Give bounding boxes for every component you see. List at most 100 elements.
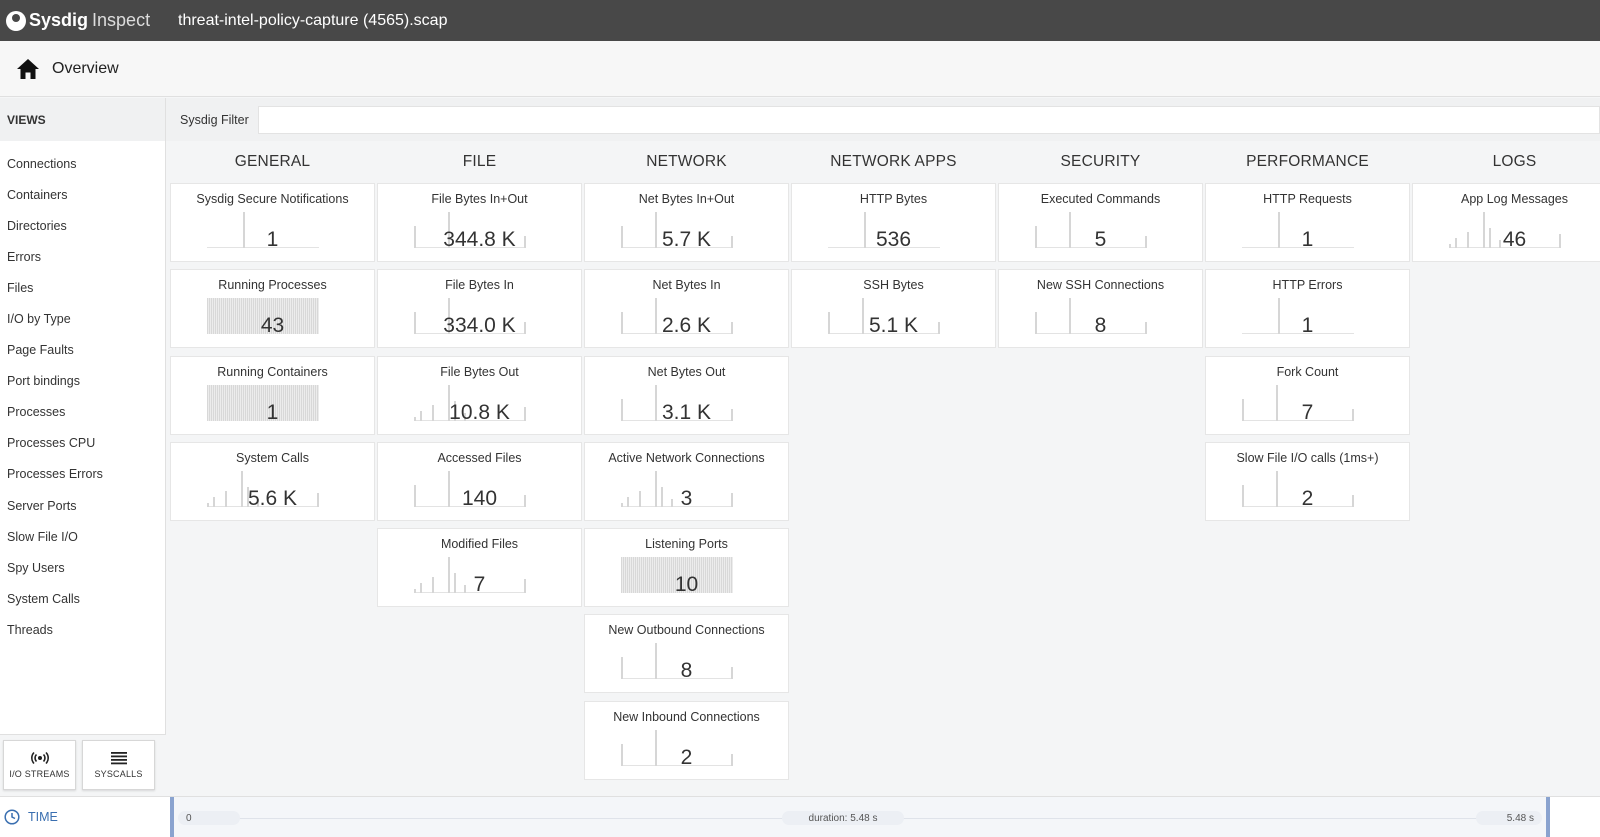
sidebar-item-directories[interactable]: Directories: [7, 218, 67, 233]
tile-executed-commands[interactable]: Executed Commands 5: [998, 183, 1203, 262]
filter-label: Sysdig Filter: [180, 112, 249, 127]
sidebar-item-containers[interactable]: Containers: [7, 187, 68, 202]
time-label[interactable]: TIME: [4, 809, 58, 825]
tile-running-processes[interactable]: Running Processes 43: [170, 269, 375, 349]
io-streams-button[interactable]: I/O STREAMS: [3, 740, 76, 790]
breadcrumb: Overview: [0, 41, 1600, 97]
tile-sysdig-secure-notifications[interactable]: Sysdig Secure Notifications 1: [170, 183, 375, 262]
sidebar-item-spy-users[interactable]: Spy Users: [7, 560, 65, 575]
sidebar-item-processes[interactable]: Processes: [7, 405, 66, 420]
tile-title: Net Bytes In+Out: [638, 192, 735, 206]
tile-accessed-files[interactable]: Accessed Files 140: [377, 441, 582, 521]
tile-value: 334.0 K: [443, 314, 516, 338]
tile-http-errors[interactable]: HTTP Errors 1: [1205, 269, 1410, 349]
tile-file-bytes-in-out[interactable]: File Bytes In+Out 344.8 K: [377, 183, 582, 262]
sparkline: [1242, 210, 1354, 248]
tile-net-bytes-in-out[interactable]: Net Bytes In+Out 5.7 K: [584, 183, 789, 262]
sparkline: [621, 728, 733, 766]
column-network: NETWORK Net Bytes In+Out 5.7 K Net Bytes In…: [584, 141, 789, 787]
tile-title: Running Containers: [217, 364, 328, 379]
tile-title: Executed Commands: [1040, 192, 1161, 206]
tile-new-outbound-connections[interactable]: New Outbound Connections 8: [584, 614, 789, 694]
tile-title: Active Network Connections: [608, 450, 765, 465]
sparkline: [828, 210, 940, 248]
sidebar-item-processes-cpu[interactable]: Processes CPU: [7, 436, 96, 451]
sidebar-item-processes-errors[interactable]: Processes Errors: [7, 467, 103, 482]
tile-title: HTTP Bytes: [859, 192, 928, 206]
column-heading: NETWORK APPS: [830, 153, 957, 170]
column-file: FILE File Bytes In+Out 344.8 K File Bytes I…: [377, 141, 582, 614]
syscalls-label: SYSCALLS: [94, 769, 143, 779]
sparkline: [414, 210, 526, 248]
top-bar: Sysdig Inspect threat-intel-policy-captu…: [0, 0, 1600, 41]
sparkline: [1242, 383, 1354, 421]
tile-http-requests[interactable]: HTTP Requests 1: [1205, 183, 1410, 262]
tile-app-log-messages[interactable]: App Log Messages 46: [1412, 183, 1600, 262]
tile-title: Net Bytes In: [652, 278, 721, 293]
sysdig-logo[interactable]: Sysdig Inspect: [6, 10, 166, 31]
sparkline: [1035, 210, 1147, 248]
tile-modified-files[interactable]: Modified Files 7: [377, 528, 582, 608]
tile-title: Fork Count: [1276, 364, 1339, 379]
timeline-duration: duration: 5.48 s: [782, 811, 904, 825]
sidebar-item-connections[interactable]: Connections: [7, 156, 77, 171]
tile-http-bytes[interactable]: HTTP Bytes 536: [791, 183, 996, 262]
tile-ssh-bytes[interactable]: SSH Bytes 5.1 K: [791, 269, 996, 349]
tile-value: 3.1 K: [661, 400, 712, 424]
tile-value: 10.8 K: [449, 400, 510, 424]
tile-title: New SSH Connections: [1036, 278, 1165, 293]
sparkline: [207, 210, 319, 248]
timeline-end-handle[interactable]: [1546, 797, 1550, 837]
tile-new-inbound-connections[interactable]: New Inbound Connections 2: [584, 700, 789, 780]
tile-listening-ports[interactable]: Listening Ports 10: [584, 528, 789, 608]
logo-product: Inspect: [92, 10, 151, 30]
sidebar-item-slow-file-i-o[interactable]: Slow File I/O: [7, 529, 78, 544]
tile-new-ssh-connections[interactable]: New SSH Connections 8: [998, 269, 1203, 349]
tile-value: 43: [260, 314, 285, 338]
column-general: GENERAL Sysdig Secure Notifications 1 Runni…: [170, 141, 375, 528]
column-heading: GENERAL: [234, 153, 311, 170]
timeline-track[interactable]: 0 duration: 5.48 s 5.48 s: [170, 797, 1550, 837]
sidebar-item-errors[interactable]: Errors: [7, 249, 42, 264]
sysdig-logo-icon: [6, 10, 26, 31]
tile-title: Net Bytes Out: [647, 364, 726, 379]
tile-net-bytes-out[interactable]: Net Bytes Out 3.1 K: [584, 355, 789, 435]
sidebar-item-files[interactable]: Files: [7, 280, 34, 295]
tile-title: SSH Bytes: [863, 278, 924, 293]
tile-title: App Log Messages: [1460, 192, 1568, 206]
tile-value: 1: [266, 400, 279, 424]
column-security: SECURITY Executed Commands 5 New SSH Connec…: [998, 141, 1203, 356]
tile-title: File Bytes Out: [440, 364, 519, 379]
tile-active-network-connections[interactable]: Active Network Connections 3: [584, 441, 789, 521]
sparkline: [1449, 210, 1561, 248]
sidebar-item-port-bindings[interactable]: Port bindings: [7, 374, 80, 389]
home-icon[interactable]: [16, 58, 40, 80]
sparkline: [621, 210, 733, 248]
tile-title: HTTP Errors: [1272, 278, 1343, 293]
tile-title: File Bytes In: [445, 278, 514, 293]
time-label-text: TIME: [28, 810, 58, 824]
list-icon: [110, 752, 127, 765]
tile-title: Listening Ports: [645, 537, 728, 552]
sidebar-item-page-faults[interactable]: Page Faults: [7, 343, 74, 358]
tile-slow-file-i-o-calls-1ms[interactable]: Slow File I/O calls (1ms+) 2: [1205, 441, 1410, 521]
sidebar-item-threads[interactable]: Threads: [7, 622, 53, 637]
sidebar-item-i-o-by-type[interactable]: I/O by Type: [7, 312, 71, 327]
page-title: Overview: [52, 59, 119, 77]
sparkline: [621, 469, 733, 507]
logo-brand: Sysdig: [29, 10, 89, 30]
tile-net-bytes-in[interactable]: Net Bytes In 2.6 K: [584, 269, 789, 349]
tile-value: 1: [1301, 314, 1314, 338]
tile-system-calls[interactable]: System Calls 5.6 K: [170, 441, 375, 521]
tile-file-bytes-in[interactable]: File Bytes In 334.0 K: [377, 269, 582, 349]
timeline-start-handle[interactable]: [170, 797, 174, 837]
sidebar-item-system-calls[interactable]: System Calls: [7, 591, 80, 606]
tile-running-containers[interactable]: Running Containers 1: [170, 355, 375, 435]
sparkline: [1242, 296, 1354, 335]
syscalls-button[interactable]: SYSCALLS: [82, 740, 155, 790]
sidebar-item-server-ports[interactable]: Server Ports: [7, 498, 77, 513]
sysdig-filter-input[interactable]: [257, 105, 1600, 134]
tile-title: Slow File I/O calls (1ms+): [1236, 450, 1379, 465]
tile-file-bytes-out[interactable]: File Bytes Out 10.8 K: [377, 355, 582, 435]
tile-fork-count[interactable]: Fork Count 7: [1205, 355, 1410, 435]
